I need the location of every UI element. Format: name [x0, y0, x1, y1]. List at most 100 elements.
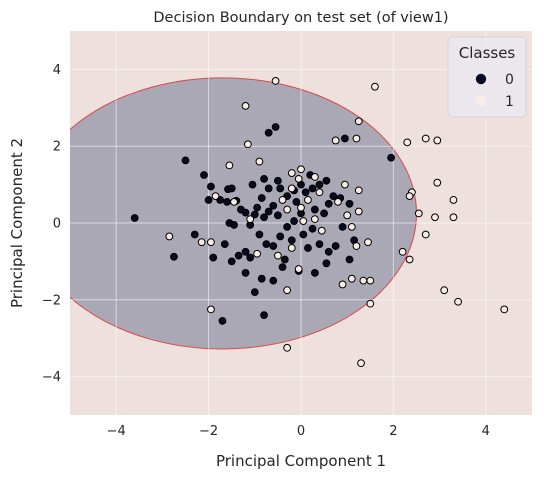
- point-class-1: [405, 192, 414, 201]
- point-class-1: [274, 251, 282, 260]
- point-class-1: [255, 157, 264, 166]
- legend-box: [447, 36, 527, 118]
- point-class-1: [340, 180, 349, 189]
- point-class-0: [322, 259, 331, 268]
- point-class-1: [283, 343, 292, 352]
- point-class-1: [246, 215, 255, 224]
- point-class-1: [347, 274, 356, 283]
- point-class-0: [223, 197, 231, 206]
- point-class-0: [331, 242, 340, 250]
- x-tick-label: 4: [482, 424, 490, 439]
- point-class-1: [421, 134, 430, 143]
- point-class-1: [294, 265, 303, 273]
- point-class-1: [287, 244, 296, 252]
- y-tick-label: 0: [53, 217, 61, 232]
- point-class-0: [315, 180, 324, 189]
- point-class-1: [334, 197, 342, 206]
- point-class-1: [405, 255, 414, 264]
- point-class-1: [440, 286, 449, 295]
- point-class-0: [241, 269, 250, 277]
- point-class-0: [276, 184, 285, 193]
- point-class-0: [264, 184, 273, 193]
- point-class-0: [308, 184, 317, 193]
- point-class-0: [253, 203, 262, 212]
- point-class-0: [170, 252, 178, 261]
- point-class-1: [297, 203, 305, 212]
- point-class-0: [250, 210, 259, 219]
- point-class-1: [225, 161, 234, 170]
- point-class-1: [354, 207, 363, 216]
- point-class-0: [320, 209, 329, 218]
- point-class-0: [287, 236, 296, 245]
- point-class-0: [225, 219, 234, 227]
- point-class-1: [359, 276, 368, 285]
- point-class-0: [227, 257, 236, 266]
- point-class-1: [310, 173, 319, 181]
- point-class-0: [209, 253, 218, 262]
- point-class-0: [387, 153, 395, 162]
- point-class-1: [366, 276, 375, 285]
- point-class-0: [264, 128, 273, 137]
- y-axis-label: Principal Component 2: [8, 138, 26, 308]
- point-class-1: [364, 238, 372, 247]
- point-class-1: [283, 286, 292, 295]
- point-class-0: [345, 255, 354, 264]
- point-class-1: [403, 138, 412, 147]
- point-class-0: [274, 211, 282, 220]
- point-class-0: [278, 263, 287, 272]
- point-class-1: [449, 196, 458, 204]
- point-class-1: [271, 77, 280, 85]
- point-class-1: [366, 299, 375, 308]
- point-class-0: [257, 274, 266, 283]
- point-class-1: [310, 215, 319, 224]
- legend-marker-class-0: [475, 73, 487, 85]
- point-class-0: [220, 240, 229, 249]
- point-class-1: [197, 238, 206, 247]
- point-class-0: [260, 311, 268, 320]
- point-class-0: [340, 134, 349, 143]
- point-class-0: [315, 240, 324, 249]
- scatter-points: [130, 77, 509, 368]
- y-tick-label: −2: [42, 293, 61, 308]
- point-class-1: [278, 196, 287, 204]
- point-class-1: [343, 211, 352, 220]
- point-class-1: [433, 178, 442, 187]
- point-class-0: [324, 247, 333, 256]
- legend-marker-class-1: [475, 95, 487, 107]
- point-class-1: [449, 213, 458, 222]
- point-class-0: [274, 176, 282, 185]
- point-class-1: [421, 230, 430, 239]
- point-class-0: [269, 276, 278, 285]
- point-class-0: [324, 199, 333, 208]
- point-class-1: [241, 101, 250, 110]
- point-class-1: [347, 222, 356, 231]
- point-class-1: [433, 136, 442, 145]
- point-class-1: [398, 247, 407, 256]
- legend: Classes 01: [447, 36, 527, 118]
- point-class-1: [454, 297, 462, 306]
- point-class-0: [276, 232, 285, 241]
- point-class-1: [207, 305, 215, 314]
- point-class-1: [230, 197, 238, 206]
- point-class-1: [211, 192, 220, 201]
- y-tick-label: −4: [42, 370, 61, 385]
- point-class-1: [287, 184, 296, 193]
- x-tick-labels: −4 −2 0 2 4: [107, 424, 490, 439]
- x-tick-label: 2: [389, 424, 397, 439]
- point-class-0: [181, 156, 190, 165]
- point-class-1: [243, 140, 252, 149]
- legend-label-class-1: 1: [505, 94, 514, 110]
- point-class-0: [322, 176, 331, 185]
- y-tick-label: 4: [53, 63, 61, 78]
- point-class-1: [315, 188, 324, 197]
- chart-title: Decision Boundary on test set (of view1): [153, 10, 448, 26]
- point-class-0: [308, 224, 317, 233]
- point-class-1: [297, 165, 305, 174]
- y-tick-label: 2: [53, 140, 61, 155]
- point-class-0: [241, 247, 250, 256]
- point-class-1: [352, 242, 361, 250]
- point-class-0: [329, 192, 338, 201]
- point-class-1: [414, 209, 423, 218]
- point-class-0: [299, 230, 308, 239]
